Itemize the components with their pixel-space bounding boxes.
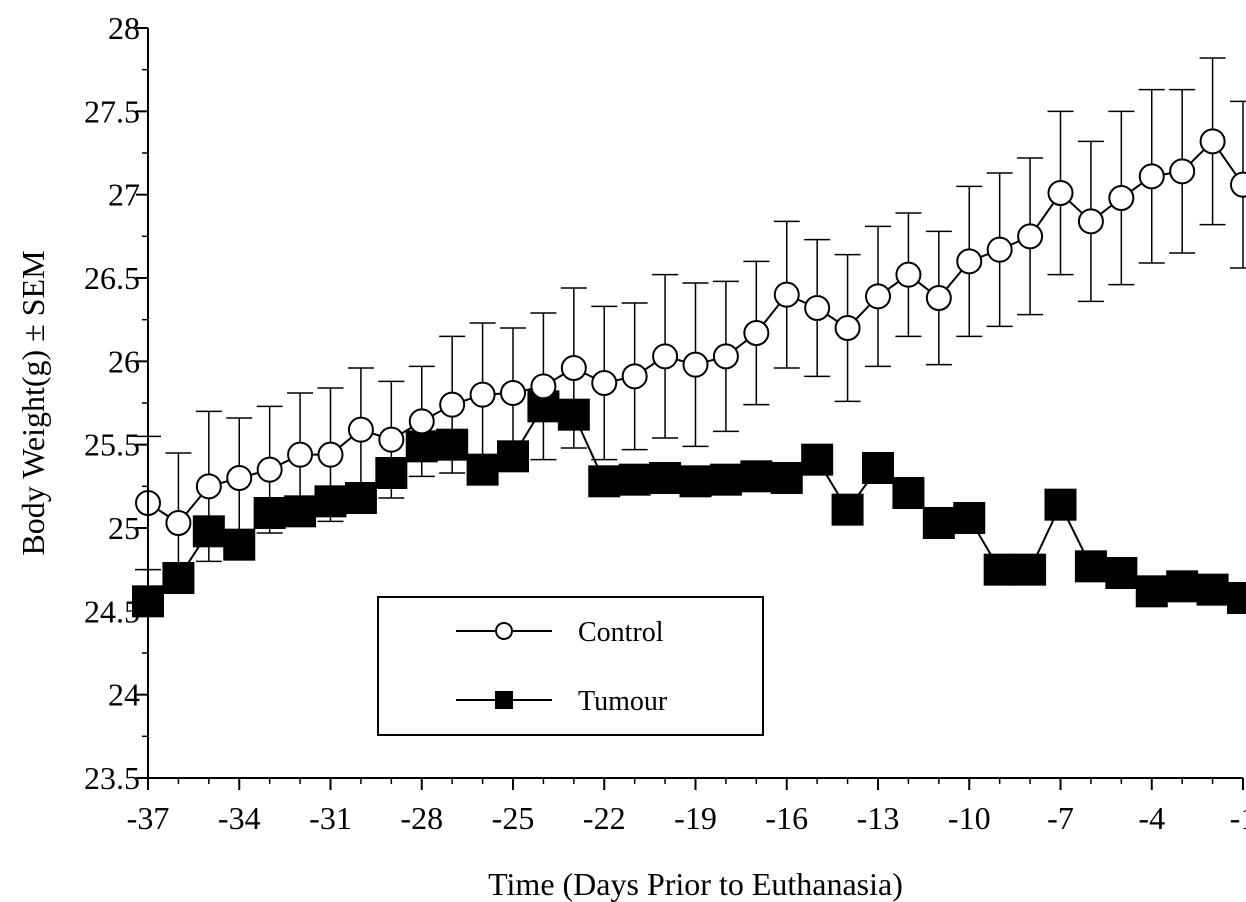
tumour-point	[892, 477, 925, 509]
control-point	[773, 281, 800, 308]
control-point	[226, 465, 253, 491]
control-point	[591, 370, 618, 396]
tumour-point	[862, 452, 894, 484]
y-tick-label: 24	[108, 677, 140, 713]
tumour-point	[1074, 550, 1107, 583]
tumour-point	[740, 460, 773, 493]
y-tick-label: 26	[108, 343, 140, 379]
y-tick-label: 27.5	[84, 93, 140, 129]
y-tick-label: 25	[108, 510, 140, 546]
tumour-point	[709, 463, 742, 496]
x-axis-title: Time (Days Prior to Euthanasia)	[488, 866, 903, 902]
tumour-point	[1105, 557, 1138, 589]
y-axis-title: Body Weight(g) ± SEM	[15, 250, 51, 555]
control-point	[804, 295, 831, 321]
tumour-point	[770, 462, 803, 494]
legend-box	[377, 596, 764, 736]
tumour-point	[831, 493, 864, 526]
legend: Control Tumour	[377, 596, 764, 736]
control-point	[1077, 208, 1104, 235]
x-tick-label: -4	[1138, 800, 1165, 836]
series-tumour	[132, 390, 1246, 618]
x-tick-label: -28	[400, 800, 443, 836]
control-point	[652, 343, 679, 370]
control-point	[378, 426, 405, 453]
tumour-point	[983, 553, 1016, 586]
tumour-point	[588, 465, 621, 498]
y-tick-label: 26.5	[84, 260, 140, 296]
plot-area	[132, 57, 1246, 618]
control-point	[1169, 158, 1196, 185]
series-control	[135, 57, 1246, 594]
control-point	[500, 380, 526, 406]
control-point	[560, 355, 587, 381]
x-tick-label: -37	[127, 800, 170, 836]
tumour-point	[1166, 570, 1199, 603]
control-point	[925, 285, 952, 311]
control-point	[986, 236, 1013, 263]
control-point	[195, 473, 222, 500]
control-point	[1108, 185, 1135, 211]
control-point	[165, 510, 192, 536]
y-tick-label: 25.5	[84, 427, 140, 463]
control-point	[469, 381, 496, 408]
control-point	[621, 363, 648, 390]
control-point	[1047, 180, 1074, 206]
y-tick-label: 24.5	[84, 593, 140, 629]
y-tick-label: 28	[108, 10, 140, 46]
control-point	[287, 441, 314, 468]
x-tick-label: -16	[765, 800, 808, 836]
x-tick-label: -1	[1230, 800, 1246, 836]
tumour-point	[649, 462, 682, 494]
tumour-point	[953, 502, 986, 534]
control-point	[865, 283, 891, 310]
y-ticks: 23.5 24 24.5 25 25.5 26 26.5 27 27.5 28	[84, 10, 148, 796]
x-tick-label: -7	[1047, 800, 1074, 836]
tumour-point	[922, 507, 955, 539]
y-tick-label: 27	[108, 177, 140, 213]
tumour-point	[1196, 573, 1229, 606]
legend-marker-tumour	[495, 691, 513, 709]
control-point	[712, 343, 739, 370]
control-point	[439, 391, 466, 418]
tumour-point	[1044, 488, 1077, 521]
tumour-point	[1227, 582, 1246, 614]
x-tick-label: -22	[583, 800, 626, 836]
control-point	[956, 248, 983, 275]
control-point	[834, 315, 861, 341]
control-point	[530, 373, 557, 400]
tumour-point	[679, 465, 712, 498]
control-point	[317, 441, 344, 468]
control-point	[1199, 128, 1226, 155]
x-tick-label: -25	[492, 800, 535, 836]
x-tick-label: -34	[218, 800, 261, 836]
control-point	[682, 351, 709, 378]
x-tick-label: -13	[857, 800, 900, 836]
control-point	[347, 416, 374, 443]
control-point	[895, 261, 922, 288]
legend-label-control: Control	[578, 617, 664, 648]
x-tick-label: -10	[948, 800, 991, 836]
tumour-point	[1014, 553, 1047, 586]
tumour-point	[1135, 575, 1168, 608]
tumour-point	[801, 443, 834, 476]
control-point	[1230, 171, 1246, 198]
x-tick-label: -19	[674, 800, 717, 836]
x-tick-label: -31	[309, 800, 352, 836]
control-point	[743, 320, 770, 346]
legend-label-tumour: Tumour	[578, 686, 668, 717]
tumour-point	[618, 463, 651, 496]
control-point	[408, 408, 435, 435]
legend-marker-control	[495, 622, 513, 640]
control-point	[1138, 163, 1165, 190]
control-point	[256, 456, 283, 483]
y-tick-label: 23.5	[84, 760, 140, 796]
control-point	[1017, 223, 1044, 250]
x-ticks: -37 -34 -31 -28 -25 -22 -19 -16 -13 -10 -7 -4 -1	[127, 778, 1246, 836]
